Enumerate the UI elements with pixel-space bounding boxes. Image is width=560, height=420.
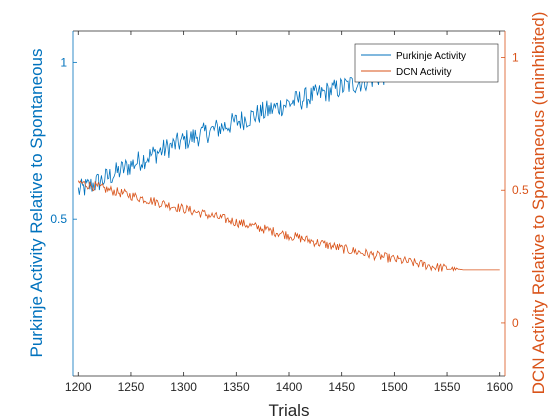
left-tick-label-0: 0.5 xyxy=(50,212,67,226)
legend-entry-0: Purkinje Activity xyxy=(396,51,466,62)
x-axis-label: Trials xyxy=(269,401,310,420)
series-line-purkinje xyxy=(77,61,395,196)
x-tick-label-1250: 1250 xyxy=(118,380,145,394)
x-tick-label-1550: 1550 xyxy=(434,380,461,394)
series-line-dcn xyxy=(77,180,500,272)
x-tick-label-1450: 1450 xyxy=(328,380,355,394)
right-tick-label-1: 0.5 xyxy=(512,183,529,197)
legend-box xyxy=(354,43,499,83)
legend: Purkinje Activity DCN Activity xyxy=(354,43,499,83)
x-tick-label-1500: 1500 xyxy=(381,380,408,394)
plot-area xyxy=(73,31,505,376)
left-axis-label: Purkinje Activity Relative to Spontaneou… xyxy=(27,48,46,357)
x-tick-label-1200: 1200 xyxy=(65,380,92,394)
left-tick-label-1: 1 xyxy=(60,55,67,69)
right-tick-label-2: 1 xyxy=(512,51,519,65)
legend-entry-1: DCN Activity xyxy=(396,67,452,78)
x-tick-label-1350: 1350 xyxy=(223,380,250,394)
series-layer xyxy=(77,61,500,272)
axes-layer: 1200 1250 1300 1350 1400 1450 1500 1550 1600 0.5 1… xyxy=(50,30,529,394)
x-tick-label-1300: 1300 xyxy=(170,380,197,394)
x-tick-label-1400: 1400 xyxy=(276,380,303,394)
right-axis-label: DCN Activity Relative to Spontaneous (un… xyxy=(529,12,548,395)
x-tick-label-1600: 1600 xyxy=(486,380,513,394)
right-tick-label-0: 0 xyxy=(512,316,519,330)
